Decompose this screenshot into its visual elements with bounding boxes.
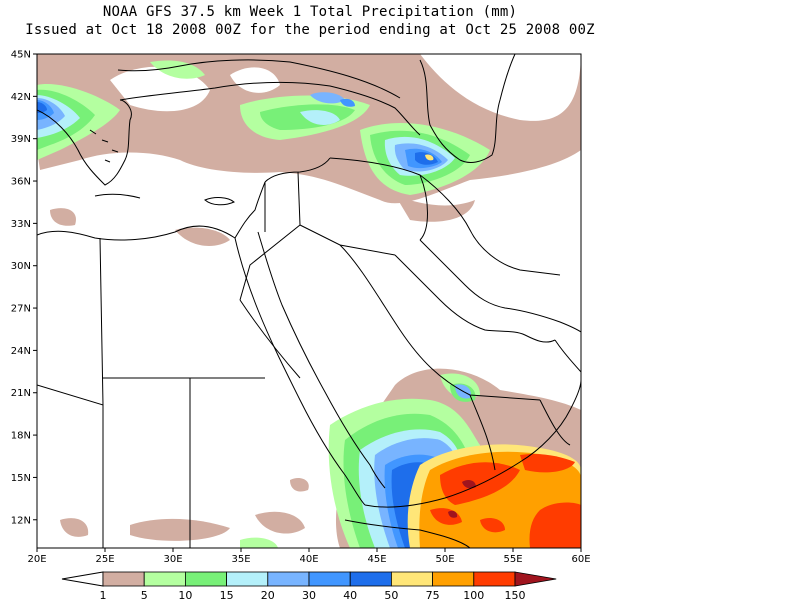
- colorbar-label: 10: [178, 589, 192, 600]
- colorbar-swatch: [349, 571, 392, 587]
- lat-tick-label: 36N: [11, 177, 31, 188]
- colorbar-label: 75: [426, 589, 440, 600]
- colorbar-label: 1: [100, 589, 107, 600]
- lat-tick-label: 18N: [11, 431, 31, 442]
- colorbar-swatch: [514, 571, 557, 587]
- lon-tick-label: 45E: [367, 554, 386, 565]
- lat-tick-label: 21N: [11, 388, 31, 399]
- colorbar-swatch: [432, 571, 475, 587]
- precip-band-150-plus: [448, 479, 476, 518]
- lat-tick-label: 30N: [11, 261, 31, 272]
- colorbar-label: 15: [220, 589, 234, 600]
- lat-tick-label: 39N: [11, 134, 31, 145]
- longitude-axis: 20E 25E 30E 35E 40E 45E 50E 55E 60E: [27, 548, 591, 565]
- colorbar-label: 5: [141, 589, 148, 600]
- lon-tick-label: 35E: [231, 554, 250, 565]
- lon-tick-label: 50E: [435, 554, 454, 565]
- lat-tick-label: 45N: [11, 50, 31, 61]
- lat-tick-label: 33N: [11, 219, 31, 230]
- lat-tick-label: 24N: [11, 346, 31, 357]
- lon-tick-label: 55E: [503, 554, 522, 565]
- colorbar-swatch: [102, 571, 145, 587]
- lat-tick-label: 42N: [11, 92, 31, 103]
- colorbar-label: 100: [463, 589, 484, 600]
- lat-tick-label: 12N: [11, 515, 31, 526]
- colorbar-legend: 1 5 10 15 20 30 40 50 75 100 150: [61, 571, 557, 600]
- coastlines-borders: [37, 54, 581, 548]
- colorbar-swatch: [308, 571, 351, 587]
- colorbar-swatch: [184, 571, 227, 587]
- colorbar-label: 40: [343, 589, 357, 600]
- colorbar-swatch: [226, 571, 269, 587]
- colorbar-swatch: [473, 571, 516, 587]
- map-title: NOAA GFS 37.5 km Week 1 Total Precipitat…: [102, 4, 518, 20]
- colorbar-label: 30: [302, 589, 316, 600]
- lat-tick-label: 27N: [11, 304, 31, 315]
- lat-tick-label: 15N: [11, 473, 31, 484]
- colorbar-label: 50: [384, 589, 398, 600]
- map-subtitle: Issued at Oct 18 2008 00Z for the period…: [25, 22, 595, 38]
- lon-tick-label: 60E: [571, 554, 590, 565]
- colorbar-swatch: [390, 571, 433, 587]
- colorbar-swatch: [267, 571, 310, 587]
- colorbar-label: 150: [505, 589, 526, 600]
- precip-band-100-150: [430, 453, 581, 548]
- lon-tick-label: 30E: [163, 554, 182, 565]
- lon-tick-label: 40E: [299, 554, 318, 565]
- latitude-axis: 45N 42N 39N 36N 33N 30N 27N 24N 21N 18N 15N 12N: [11, 50, 37, 526]
- colorbar-label: 20: [261, 589, 275, 600]
- precipitation-field: [37, 54, 581, 548]
- lon-tick-label: 25E: [95, 554, 114, 565]
- lon-tick-label: 20E: [27, 554, 46, 565]
- colorbar-low-extension: [61, 571, 104, 587]
- colorbar-swatch: [143, 571, 186, 587]
